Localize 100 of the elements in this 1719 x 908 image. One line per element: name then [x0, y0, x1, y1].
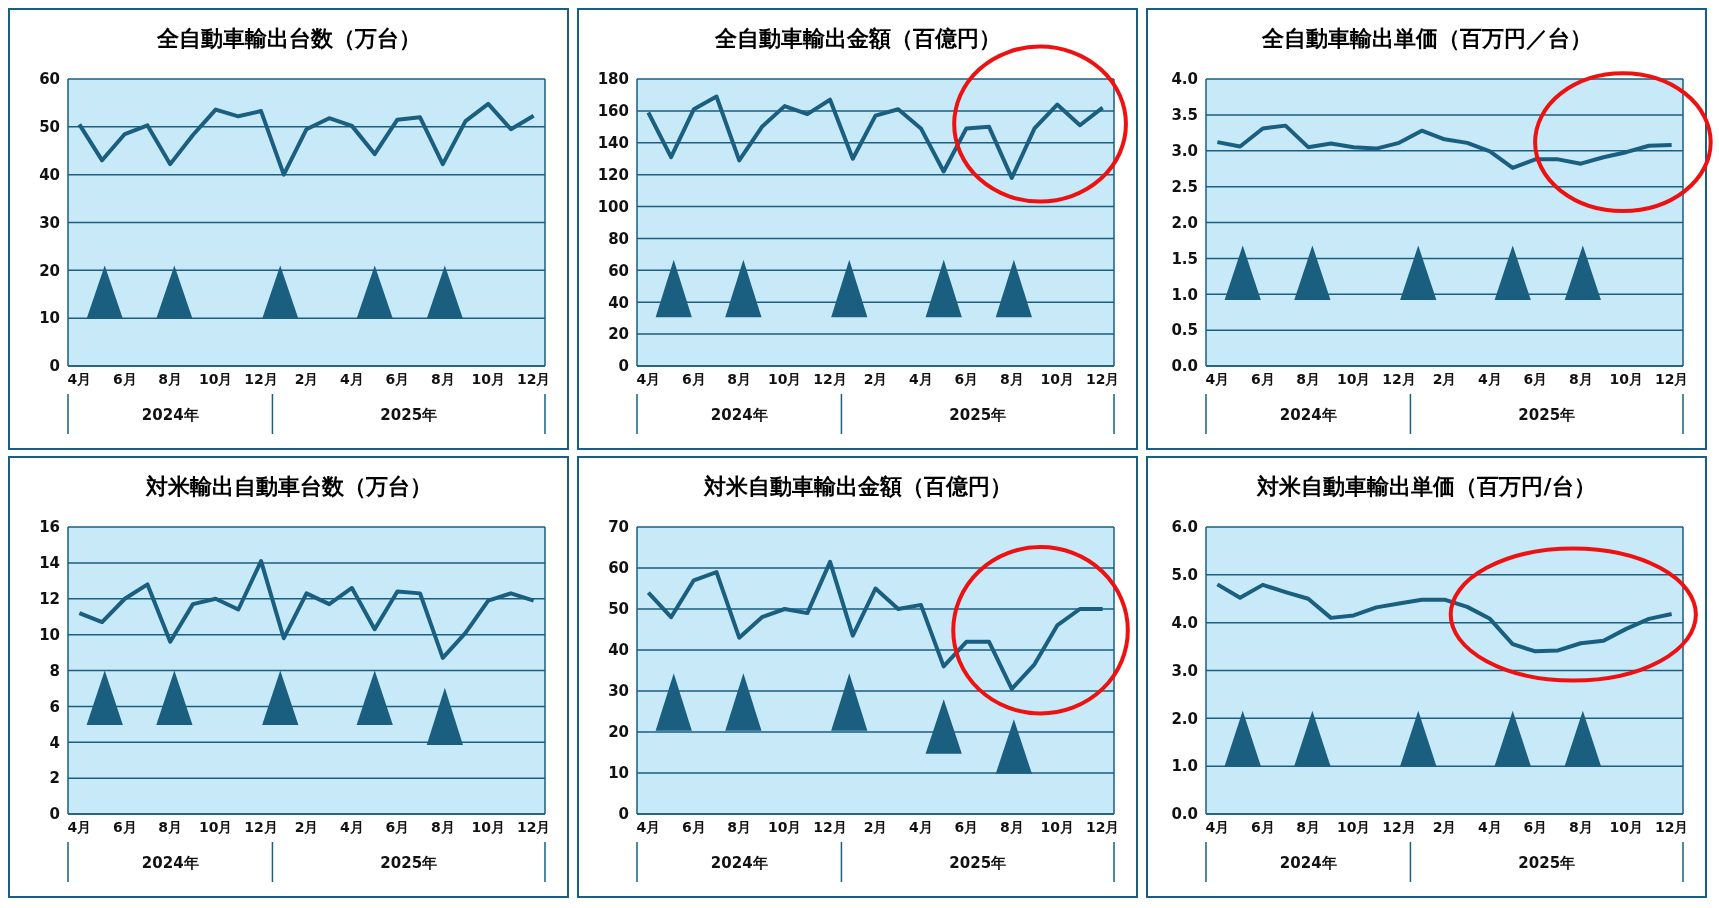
x-tick-label: 6月	[385, 818, 410, 835]
y-tick-label: 20	[39, 261, 60, 280]
x-tick-label: 6月	[1523, 370, 1548, 387]
x-tick-label: 8月	[158, 370, 183, 387]
chart-title: 対米自動車輸出単価（百万円/台）	[1255, 473, 1597, 501]
x-tick-label: 8月	[1568, 370, 1593, 387]
x-tick-label: 6月	[1523, 818, 1548, 835]
text: 2025年	[949, 854, 1007, 872]
y-tick-label: 4.0	[1171, 70, 1198, 89]
y-tick-label: 0.0	[1171, 357, 1198, 376]
x-tick-label: 8月	[1568, 818, 1593, 835]
text: 2024年	[1279, 406, 1337, 424]
chart-title: 全自動車輸出単価（百万円／台）	[1260, 25, 1593, 53]
y-tick-label: 20	[608, 723, 629, 742]
x-tick-label: 4月	[67, 818, 92, 835]
text: 2024年	[710, 854, 768, 872]
x-tick-label: 10月	[198, 818, 233, 835]
y-tick-label: 2.0	[1171, 213, 1198, 232]
y-tick-label: 0	[618, 805, 629, 824]
x-tick-label: 10月	[471, 370, 505, 387]
y-tick-label: 140	[597, 134, 629, 153]
y-tick-label: 0	[618, 357, 629, 376]
x-tick-label: 12月	[1085, 818, 1120, 835]
chart-title: 全自動車輸出台数（万台）	[155, 25, 422, 53]
x-tick-label: 2月	[863, 370, 888, 387]
y-tick-label: 0	[49, 805, 60, 824]
x-tick-label: 12月	[1382, 818, 1416, 835]
y-tick-label: 20	[608, 325, 629, 344]
y-tick-label: 60	[39, 70, 60, 89]
y-tick-label: 30	[608, 682, 629, 701]
y-tick-label: 100	[597, 197, 629, 216]
x-tick-label: 2月	[863, 818, 888, 835]
x-tick-label: 4月	[1478, 370, 1502, 387]
x-tick-label: 6月	[385, 370, 410, 387]
y-tick-label: 6	[49, 697, 60, 716]
x-tick-label: 4月	[1205, 818, 1230, 835]
y-tick-label: 60	[608, 559, 629, 578]
x-tick-label: 4月	[340, 818, 364, 835]
x-tick-label: 6月	[112, 818, 137, 835]
x-tick-label: 6月	[681, 818, 706, 835]
y-tick-label: 160	[597, 102, 629, 121]
x-tick-label: 4月	[636, 370, 661, 387]
y-tick-label: 10	[39, 309, 60, 328]
x-tick-label: 8月	[1296, 818, 1321, 835]
x-tick-label: 10月	[767, 370, 802, 387]
x-tick-label: 8月	[999, 370, 1024, 387]
y-tick-label: 0.5	[1171, 321, 1198, 340]
y-tick-label: 80	[608, 229, 629, 248]
y-tick-label: 2.0	[1171, 709, 1198, 728]
x-tick-label: 6月	[681, 370, 706, 387]
text: 2024年	[1279, 854, 1337, 872]
y-tick-label: 3.0	[1171, 661, 1198, 680]
chart-title: 全自動車輸出金額（百億円）	[713, 25, 1002, 53]
x-tick-label: 4月	[1478, 818, 1502, 835]
y-tick-label: 40	[39, 165, 60, 184]
x-tick-label: 12月	[244, 370, 278, 387]
x-tick-label: 10月	[198, 370, 233, 387]
text: 2025年	[380, 854, 438, 872]
x-tick-label: 12月	[516, 818, 551, 835]
chart-title: 対米自動車輸出金額（百億円）	[702, 473, 1013, 501]
y-tick-label: 3.0	[1171, 142, 1198, 161]
text: 2024年	[710, 406, 768, 424]
y-tick-label: 10	[608, 764, 629, 783]
x-tick-label: 10月	[1040, 818, 1074, 835]
x-tick-label: 10月	[1609, 370, 1643, 387]
y-tick-label: 4	[49, 733, 60, 752]
text: 2025年	[949, 406, 1007, 424]
x-tick-label: 12月	[813, 370, 847, 387]
x-tick-label: 4月	[340, 370, 364, 387]
x-tick-label: 10月	[1336, 370, 1371, 387]
x-tick-label: 6月	[1250, 370, 1275, 387]
y-tick-label: 6.0	[1171, 518, 1198, 537]
y-tick-label: 5.0	[1171, 566, 1198, 585]
x-tick-label: 10月	[471, 818, 505, 835]
x-tick-label: 12月	[516, 370, 551, 387]
y-tick-label: 60	[608, 261, 629, 280]
y-tick-label: 40	[608, 641, 629, 660]
y-tick-label: 70	[608, 518, 629, 537]
x-tick-label: 12月	[813, 818, 847, 835]
y-tick-label: 1.5	[1171, 249, 1198, 268]
x-tick-label: 10月	[767, 818, 802, 835]
x-tick-label: 4月	[909, 370, 933, 387]
y-tick-label: 2	[49, 769, 60, 788]
x-tick-label: 6月	[1250, 818, 1275, 835]
x-tick-label: 10月	[1040, 370, 1074, 387]
y-tick-label: 8	[49, 661, 60, 680]
y-tick-label: 30	[39, 213, 60, 232]
y-tick-label: 120	[597, 165, 629, 184]
text: 2025年	[1518, 406, 1576, 424]
x-tick-label: 8月	[999, 818, 1024, 835]
y-tick-label: 12	[39, 590, 60, 609]
x-tick-label: 6月	[112, 370, 137, 387]
x-tick-label: 12月	[1085, 370, 1120, 387]
x-tick-label: 4月	[636, 818, 661, 835]
x-tick-label: 10月	[1336, 818, 1371, 835]
y-tick-label: 10	[39, 625, 60, 644]
text: 2025年	[1518, 854, 1576, 872]
x-tick-label: 2月	[1432, 818, 1457, 835]
y-tick-label: 1.0	[1171, 285, 1198, 304]
y-tick-label: 3.5	[1171, 106, 1198, 125]
